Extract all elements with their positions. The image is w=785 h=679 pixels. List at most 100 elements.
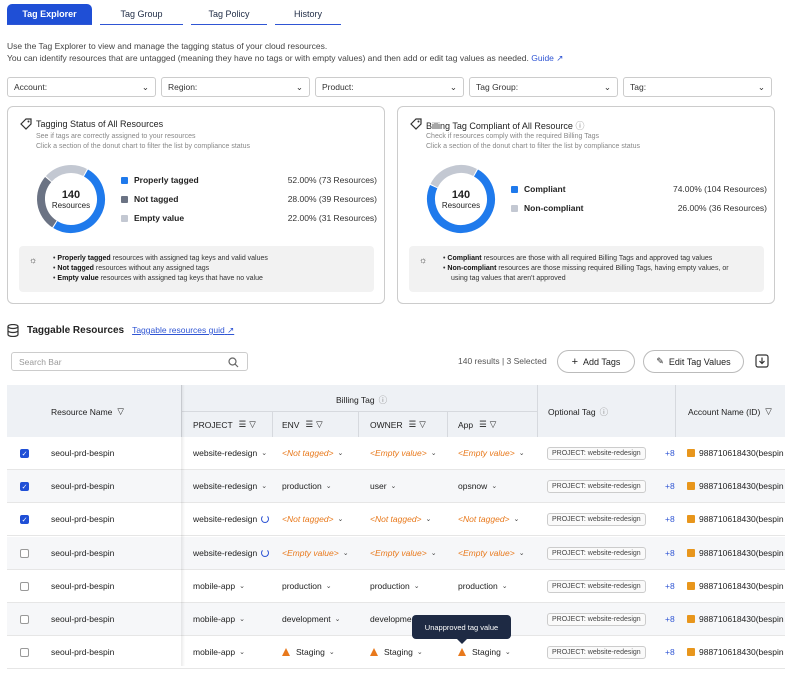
tag-cell-app[interactable]: opsnow ⌄ [458, 481, 497, 491]
chevron-down-icon[interactable]: ⌄ [239, 582, 245, 590]
donut-slice-2[interactable] [45, 165, 87, 182]
sort-icon[interactable]: ☰ [479, 419, 487, 429]
tag-cell-env[interactable]: <Not tagged> ⌄ [282, 448, 343, 458]
chevron-down-icon[interactable]: ⌄ [337, 516, 344, 524]
tag-cell-project[interactable]: website-redesign [193, 548, 270, 558]
table-row[interactable]: seoul-prd-bespin website-redesign <Empty… [7, 536, 785, 570]
col-account-name[interactable]: Account Name (ID) ▽ [688, 406, 772, 417]
chevron-down-icon[interactable]: ⌄ [328, 649, 335, 657]
info-icon[interactable]: ⓘ [378, 395, 388, 405]
donut-slice-1[interactable] [37, 176, 57, 228]
more-tags-count[interactable]: +8 [665, 514, 675, 525]
filter-icon[interactable]: ▽ [489, 419, 497, 429]
filter-icon[interactable]: ▽ [419, 419, 426, 429]
chevron-down-icon[interactable]: ⌄ [334, 616, 341, 623]
col-app[interactable]: App ☰ ▽ [458, 419, 496, 430]
chevron-down-icon[interactable]: ⌄ [491, 483, 498, 491]
tag-cell-project[interactable]: website-redesign ⌄ [193, 448, 267, 458]
tagging-donut-chart[interactable]: 140 Resources [35, 163, 107, 235]
legend-empty-value[interactable]: Empty value [121, 213, 184, 223]
optional-tag-chip[interactable]: PROJECT: website-redesign [547, 546, 646, 560]
row-checkbox[interactable] [20, 615, 29, 624]
account-filter[interactable]: Account: ⌄ [7, 77, 156, 97]
sort-icon[interactable]: ☰ [305, 419, 314, 429]
tag-cell-env[interactable]: <Not tagged> ⌄ [282, 514, 343, 524]
tag-cell-project[interactable]: mobile-app ⌄ [193, 614, 245, 624]
optional-tag-chip[interactable]: PROJECT: website-redesign [547, 613, 646, 626]
col-env[interactable]: ENV ☰ ▽ [282, 419, 323, 430]
table-row[interactable]: ✓ seoul-prd-bespin website-redesign ⌄ pro… [7, 470, 785, 504]
table-row[interactable]: seoul-prd-bespin mobile-app ⌄ production ⌄… [7, 569, 785, 603]
tag-cell-project[interactable]: mobile-app ⌄ [193, 647, 245, 657]
row-checkbox[interactable] [20, 648, 29, 658]
chevron-down-icon[interactable]: ⌄ [518, 450, 525, 457]
filter-icon[interactable]: ▽ [249, 419, 256, 429]
guide-link[interactable]: Guide ↗ [531, 53, 563, 63]
tag-cell-env[interactable]: production ⌄ [282, 581, 332, 591]
row-checkbox[interactable]: ✓ [20, 515, 29, 525]
tag-cell-owner[interactable]: <Empty value> ⌄ [370, 548, 437, 558]
tag-cell-owner[interactable]: user ⌄ [370, 481, 396, 491]
chevron-down-icon[interactable]: ⌄ [337, 450, 344, 457]
chevron-down-icon[interactable]: ⌄ [325, 483, 332, 491]
tag-cell-app[interactable]: <Empty value> ⌄ [458, 548, 525, 558]
row-checkbox[interactable]: ✓ [20, 482, 29, 492]
region-filter[interactable]: Region: ⌄ [161, 77, 310, 97]
more-tags-count[interactable]: +8 [665, 448, 675, 458]
chevron-down-icon[interactable]: ⌄ [239, 616, 245, 623]
row-checkbox[interactable] [20, 548, 29, 558]
chevron-down-icon[interactable]: ⌄ [342, 549, 349, 557]
col-resource-name[interactable]: Resource Name ▽ [51, 406, 124, 417]
legend-properly-tagged[interactable]: Properly tagged [121, 175, 199, 185]
tag-cell-owner[interactable]: <Empty value> ⌄ [370, 448, 437, 458]
optional-tag-chip[interactable]: PROJECT: website-redesign [547, 480, 646, 494]
chevron-down-icon[interactable]: ⌄ [513, 516, 520, 524]
table-row[interactable]: seoul-prd-bespin mobile-app ⌄ development… [7, 603, 785, 636]
more-tags-count[interactable]: +8 [665, 481, 675, 492]
more-tags-count[interactable]: +8 [665, 647, 675, 658]
product-filter[interactable]: Product: ⌄ [315, 77, 464, 97]
row-checkbox[interactable] [20, 581, 29, 591]
legend-not-tagged[interactable]: Not tagged [121, 194, 178, 204]
edit-tag-values-button[interactable]: ✎ Edit Tag Values [643, 350, 744, 373]
tag-cell-app[interactable]: <Empty value> ⌄ [458, 448, 525, 458]
donut-slice-0[interactable] [53, 169, 105, 233]
chevron-down-icon[interactable]: ⌄ [239, 649, 245, 657]
donut-svg[interactable] [425, 163, 497, 235]
optional-tag-chip[interactable]: PROJECT: website-redesign [547, 513, 646, 527]
donut-slice-1[interactable] [430, 165, 477, 188]
taggable-guide-link[interactable]: Taggable resources guid ↗ [132, 325, 234, 336]
donut-svg[interactable] [35, 163, 107, 235]
tag-filter[interactable]: Tag: ⌄ [623, 77, 772, 97]
tag-cell-env[interactable]: Staging ⌄ [282, 647, 335, 657]
chevron-down-icon[interactable]: ⌄ [430, 549, 437, 557]
tab-tag-policy[interactable]: Tag Policy [191, 4, 267, 25]
add-tags-button[interactable]: + Add Tags [557, 350, 635, 373]
tag-group-filter[interactable]: Tag Group: ⌄ [469, 77, 618, 97]
tab-tag-group[interactable]: Tag Group [100, 4, 183, 25]
search-input[interactable]: Search Bar [11, 352, 248, 371]
col-owner[interactable]: OWNER ☰ ▽ [370, 419, 426, 430]
chevron-down-icon[interactable]: ⌄ [501, 582, 508, 590]
sort-icon[interactable]: ☰ [408, 419, 417, 429]
chevron-down-icon[interactable]: ⌄ [413, 582, 420, 590]
info-icon[interactable]: ⓘ [575, 121, 585, 131]
tab-history[interactable]: History [275, 4, 341, 25]
table-row[interactable]: ✓ seoul-prd-bespin website-redesign <Not… [7, 503, 785, 537]
chevron-down-icon[interactable]: ⌄ [504, 649, 511, 657]
more-tags-count[interactable]: +8 [665, 614, 675, 624]
sort-icon[interactable]: ☰ [238, 419, 247, 429]
table-row[interactable]: seoul-prd-bespin mobile-app ⌄ Staging ⌄ St… [7, 636, 785, 670]
filter-icon[interactable]: ▽ [117, 406, 124, 416]
tag-cell-env[interactable]: production ⌄ [282, 481, 332, 491]
chevron-down-icon[interactable]: ⌄ [430, 450, 437, 457]
tag-cell-owner[interactable]: <Not tagged> ⌄ [370, 514, 431, 524]
tag-cell-env[interactable]: development ⌄ [282, 614, 341, 624]
tag-cell-project[interactable]: website-redesign [193, 514, 270, 524]
chevron-down-icon[interactable]: ⌄ [390, 483, 397, 491]
table-row[interactable]: ✓ seoul-prd-bespin website-redesign ⌄ <No… [7, 437, 785, 470]
tag-cell-app[interactable]: Staging ⌄ [458, 647, 511, 657]
chevron-down-icon[interactable]: ⌄ [261, 450, 268, 457]
download-icon[interactable] [755, 354, 769, 368]
more-tags-count[interactable]: +8 [665, 580, 675, 591]
